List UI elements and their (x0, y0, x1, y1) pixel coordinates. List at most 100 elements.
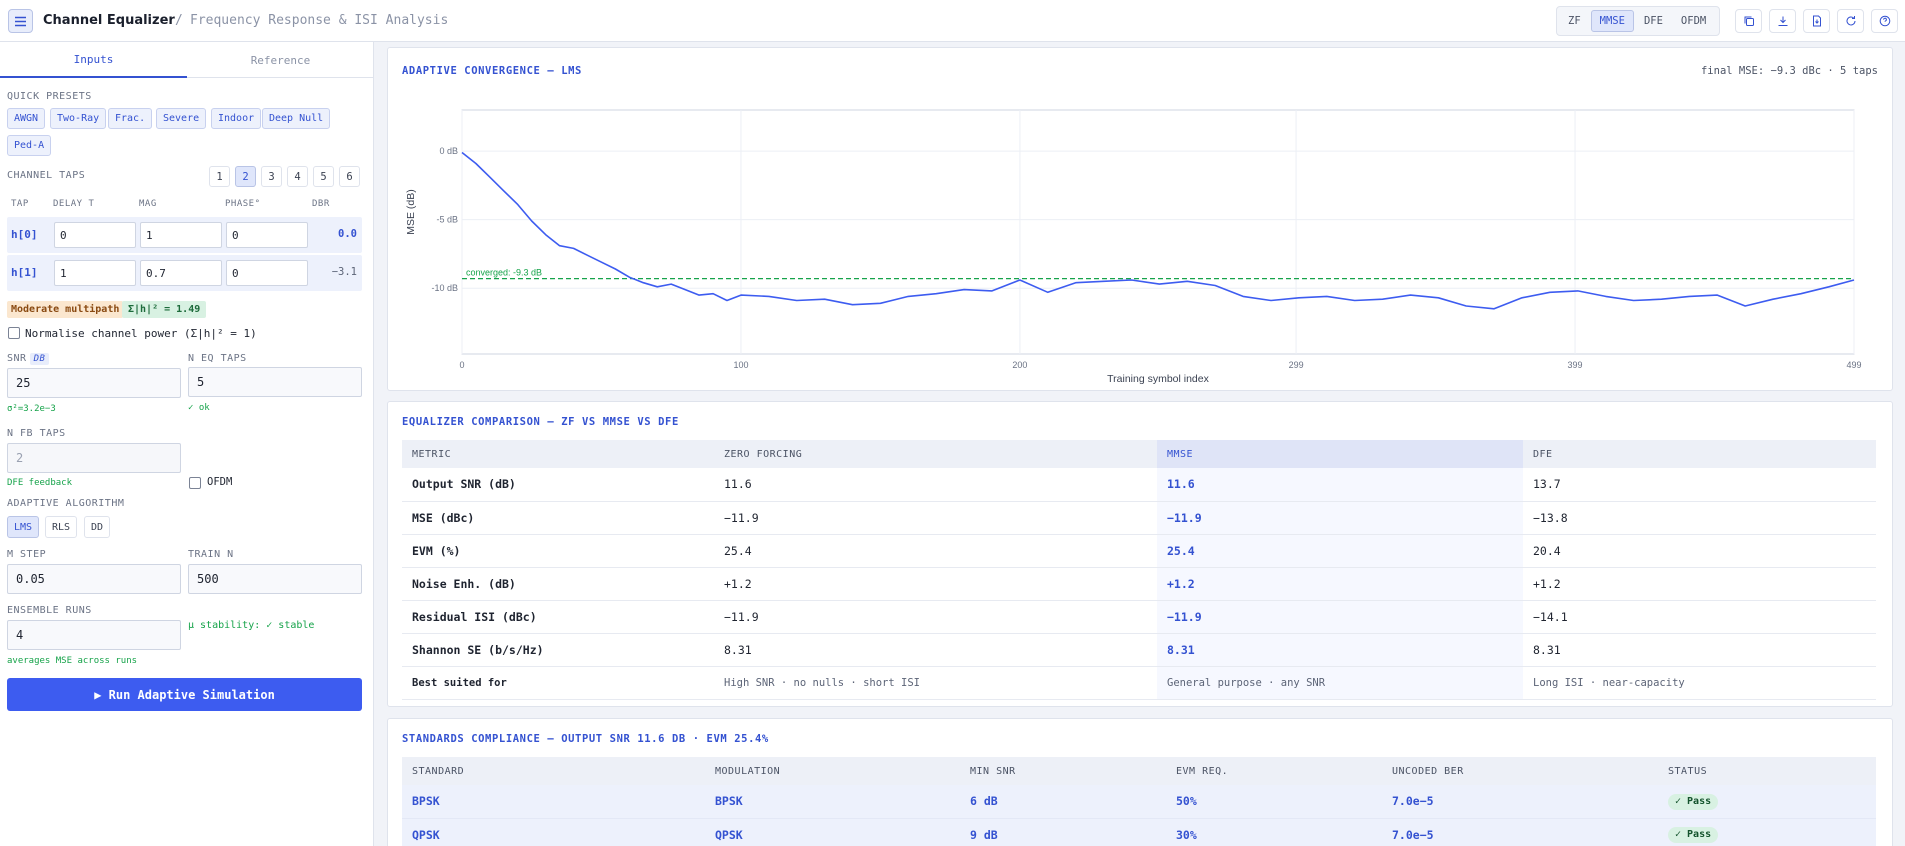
ensemble-runs-input[interactable]: 4 (7, 620, 181, 650)
value-cell: −11.9 (714, 501, 1157, 535)
y-axis-label: MSE (dB) (405, 189, 417, 235)
run-simulation-button[interactable]: ▶ Run Adaptive Simulation (7, 678, 362, 711)
value-cell: −11.9 (1157, 501, 1523, 535)
value-cell: 8.31 (1523, 633, 1876, 667)
mse-series-line (461, 151, 1855, 310)
value-cell: 7.0e−5 (1382, 785, 1658, 819)
status-badge: ✓ Pass (1668, 826, 1719, 843)
status-cell: ✓ Pass (1658, 818, 1876, 846)
value-cell: −11.9 (1157, 600, 1523, 634)
value-cell: 8.31 (1157, 633, 1523, 667)
standards-title: STANDARDS COMPLIANCE — OUTPUT SNR 11.6 D… (402, 733, 769, 745)
tap-name: h[0] (11, 228, 38, 241)
metric-cell: Best suited for (402, 666, 714, 700)
convergence-meta: final MSE: −9.3 dBc · 5 taps (1700, 65, 1878, 77)
nfb-taps-input[interactable]: 2 (7, 443, 181, 473)
column-header: MMSE (1157, 440, 1523, 468)
export-file-icon (1812, 15, 1821, 27)
tap-count-3[interactable]: 3 (261, 166, 282, 187)
value-cell: BPSK (402, 785, 705, 819)
table-row: MSE (dBc) −11.9 −11.9 −13.8 (402, 501, 1876, 535)
metric-cell: Output SNR (dB) (402, 468, 714, 502)
breadcrumb-subtitle: Frequency Response & ISI Analysis (190, 13, 449, 28)
table-header-row: METRIC ZERO FORCING MMSE DFE (402, 440, 1876, 468)
tap-count-2[interactable]: 2 (235, 166, 256, 187)
snr-noise-hint: σ²=3.2e−3 (7, 404, 56, 414)
metric-cell: MSE (dBc) (402, 501, 714, 535)
value-cell: 7.0e−5 (1382, 818, 1658, 846)
x-tick-label: 200 (1012, 360, 1027, 370)
export-file-button[interactable] (1803, 9, 1830, 33)
metric-cell: Shannon SE (b/s/Hz) (402, 633, 714, 667)
tap-count-6[interactable]: 6 (339, 166, 360, 187)
value-cell: 9 dB (960, 818, 1166, 846)
tap-phase-input[interactable]: 0 (226, 222, 308, 248)
value-cell: 30% (1166, 818, 1382, 846)
algo-dd-button[interactable]: DD (84, 516, 111, 538)
tap-count-4[interactable]: 4 (287, 166, 308, 187)
column-header: DFE (1523, 440, 1876, 468)
preset-severe-button[interactable]: Severe (156, 108, 207, 129)
tap-phase-input[interactable]: 0 (226, 260, 308, 286)
x-tick-label: 0 (459, 360, 464, 370)
copy-button[interactable] (1735, 9, 1762, 33)
mode-dfe-button[interactable]: DFE (1643, 15, 1663, 27)
value-cell: Long ISI · near-capacity (1523, 666, 1876, 700)
tap-dbr-value: 0.0 (338, 228, 357, 240)
mu-step-input[interactable]: 0.05 (7, 564, 181, 594)
preset-awgn-button[interactable]: AWGN (7, 108, 46, 129)
algo-lms-button[interactable]: LMS (7, 516, 40, 538)
mag-column-header: MAG (139, 199, 157, 209)
ofdm-label: OFDM (207, 476, 233, 488)
snr-label: SNR DB (7, 353, 50, 365)
snr-input[interactable]: 25 (7, 368, 181, 398)
tap-delay-input[interactable]: 1 (54, 260, 136, 286)
tap-count-5[interactable]: 5 (313, 166, 334, 187)
table-header-row: STANDARD MODULATION MIN SNR EVM REQ. UNC… (402, 757, 1876, 785)
value-cell: 11.6 (714, 468, 1157, 502)
column-header: UNCODED BER (1382, 757, 1658, 785)
mode-ofdm-button[interactable]: OFDM (1680, 15, 1707, 27)
preset-frac-button[interactable]: Frac. (108, 108, 153, 129)
comparison-table: METRIC ZERO FORCING MMSE DFE Output SNR … (402, 440, 1876, 700)
top-bar: Channel Equalizer / Frequency Response &… (0, 0, 1905, 42)
download-icon (1778, 16, 1787, 26)
train-n-input[interactable]: 500 (188, 564, 362, 594)
comparison-title: EQUALIZER COMPARISON — ZF VS MMSE VS DFE (402, 416, 679, 428)
preset-deep-null-button[interactable]: Deep Null (262, 108, 331, 129)
tab-reference[interactable]: Reference (250, 53, 311, 67)
mode-mmse-button[interactable]: MMSE (1590, 10, 1634, 32)
nfb-taps-hint: DFE feedback (7, 478, 73, 488)
value-cell: −13.8 (1523, 501, 1876, 535)
value-cell: −14.1 (1523, 600, 1876, 634)
tap-delay-input[interactable]: 0 (54, 222, 136, 248)
channel-taps-label: CHANNEL TAPS (7, 170, 86, 181)
ofdm-checkbox[interactable] (189, 477, 201, 489)
y-tick-label: 0 dB (439, 146, 458, 156)
preset-indoor-button[interactable]: Indoor (211, 108, 262, 129)
tap-mag-input[interactable]: 1 (140, 222, 222, 248)
algo-rls-button[interactable]: RLS (45, 516, 78, 538)
tap-count-1[interactable]: 1 (209, 166, 230, 187)
inputs-sidebar: Inputs Reference QUICK PRESETS AWGN Two-… (0, 42, 374, 846)
menu-button[interactable] (8, 9, 33, 33)
preset-two-ray-button[interactable]: Two-Ray (50, 108, 107, 129)
column-header: MIN SNR (960, 757, 1166, 785)
tab-inputs[interactable]: Inputs (0, 42, 187, 78)
download-button[interactable] (1769, 9, 1796, 33)
neq-taps-input[interactable]: 5 (188, 367, 362, 397)
x-tick-label: 399 (1568, 360, 1583, 370)
preset-ped-a-button[interactable]: Ped-A (7, 135, 52, 156)
phase-column-header: PHASE° (225, 199, 261, 209)
standards-table: STANDARD MODULATION MIN SNR EVM REQ. UNC… (402, 757, 1876, 846)
y-tick-label: -10 dB (431, 283, 458, 293)
tap-mag-input[interactable]: 0.7 (140, 260, 222, 286)
help-button[interactable] (1871, 9, 1898, 33)
breadcrumb-separator: / (175, 13, 183, 28)
refresh-button[interactable] (1837, 9, 1864, 33)
ensemble-hint: averages MSE across runs (7, 656, 138, 666)
comparison-card: EQUALIZER COMPARISON — ZF VS MMSE VS DFE… (387, 401, 1893, 707)
mode-zf-button[interactable]: ZF (1568, 15, 1581, 27)
nfb-taps-label: N FB TAPS (7, 428, 66, 439)
normalise-power-checkbox[interactable] (8, 327, 20, 339)
